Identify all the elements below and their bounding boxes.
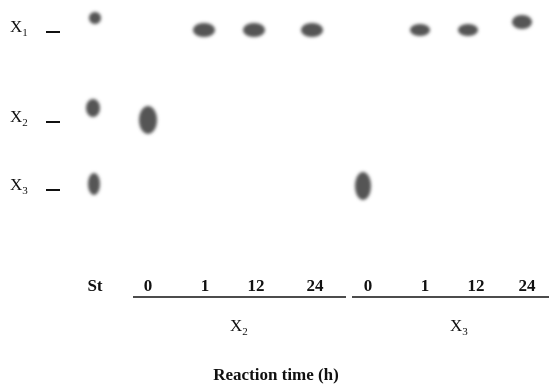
spot: [86, 99, 100, 117]
group-label-sub: 3: [462, 326, 468, 338]
plate: [0, 0, 553, 386]
row-label-main: X: [10, 107, 22, 126]
spot: [88, 173, 100, 195]
spot: [458, 24, 478, 36]
group-label-main: X: [230, 316, 242, 335]
lane-label: 1: [201, 276, 210, 295]
row-label-main: X: [10, 17, 22, 36]
spot: [512, 15, 532, 29]
spot: [301, 23, 323, 37]
page: X1 X2 X3 St011224011224 X2 X3 Reaction t…: [0, 0, 553, 386]
lane-label: St: [87, 276, 102, 295]
spot: [355, 172, 371, 200]
group-label-main: X: [450, 316, 462, 335]
axis-title: Reaction time (h): [213, 365, 339, 384]
spot: [139, 106, 157, 134]
lane-label: 12: [248, 276, 265, 295]
row-label-sub: 3: [22, 185, 28, 197]
lane-label: 1: [421, 276, 430, 295]
group-label-sub: 2: [242, 326, 248, 338]
lane-label: 24: [519, 276, 537, 295]
tlc-figure: X1 X2 X3 St011224011224 X2 X3 Reaction t…: [0, 0, 553, 386]
row-label-sub: 1: [22, 27, 28, 39]
lane-label: 24: [307, 276, 325, 295]
lane-label: 0: [364, 276, 373, 295]
lane-label: 12: [468, 276, 485, 295]
spot: [410, 24, 430, 36]
spot: [243, 23, 265, 37]
spot: [89, 12, 101, 24]
spot: [193, 23, 215, 37]
row-label-sub: 2: [22, 117, 28, 129]
row-label-main: X: [10, 175, 22, 194]
lane-label: 0: [144, 276, 153, 295]
